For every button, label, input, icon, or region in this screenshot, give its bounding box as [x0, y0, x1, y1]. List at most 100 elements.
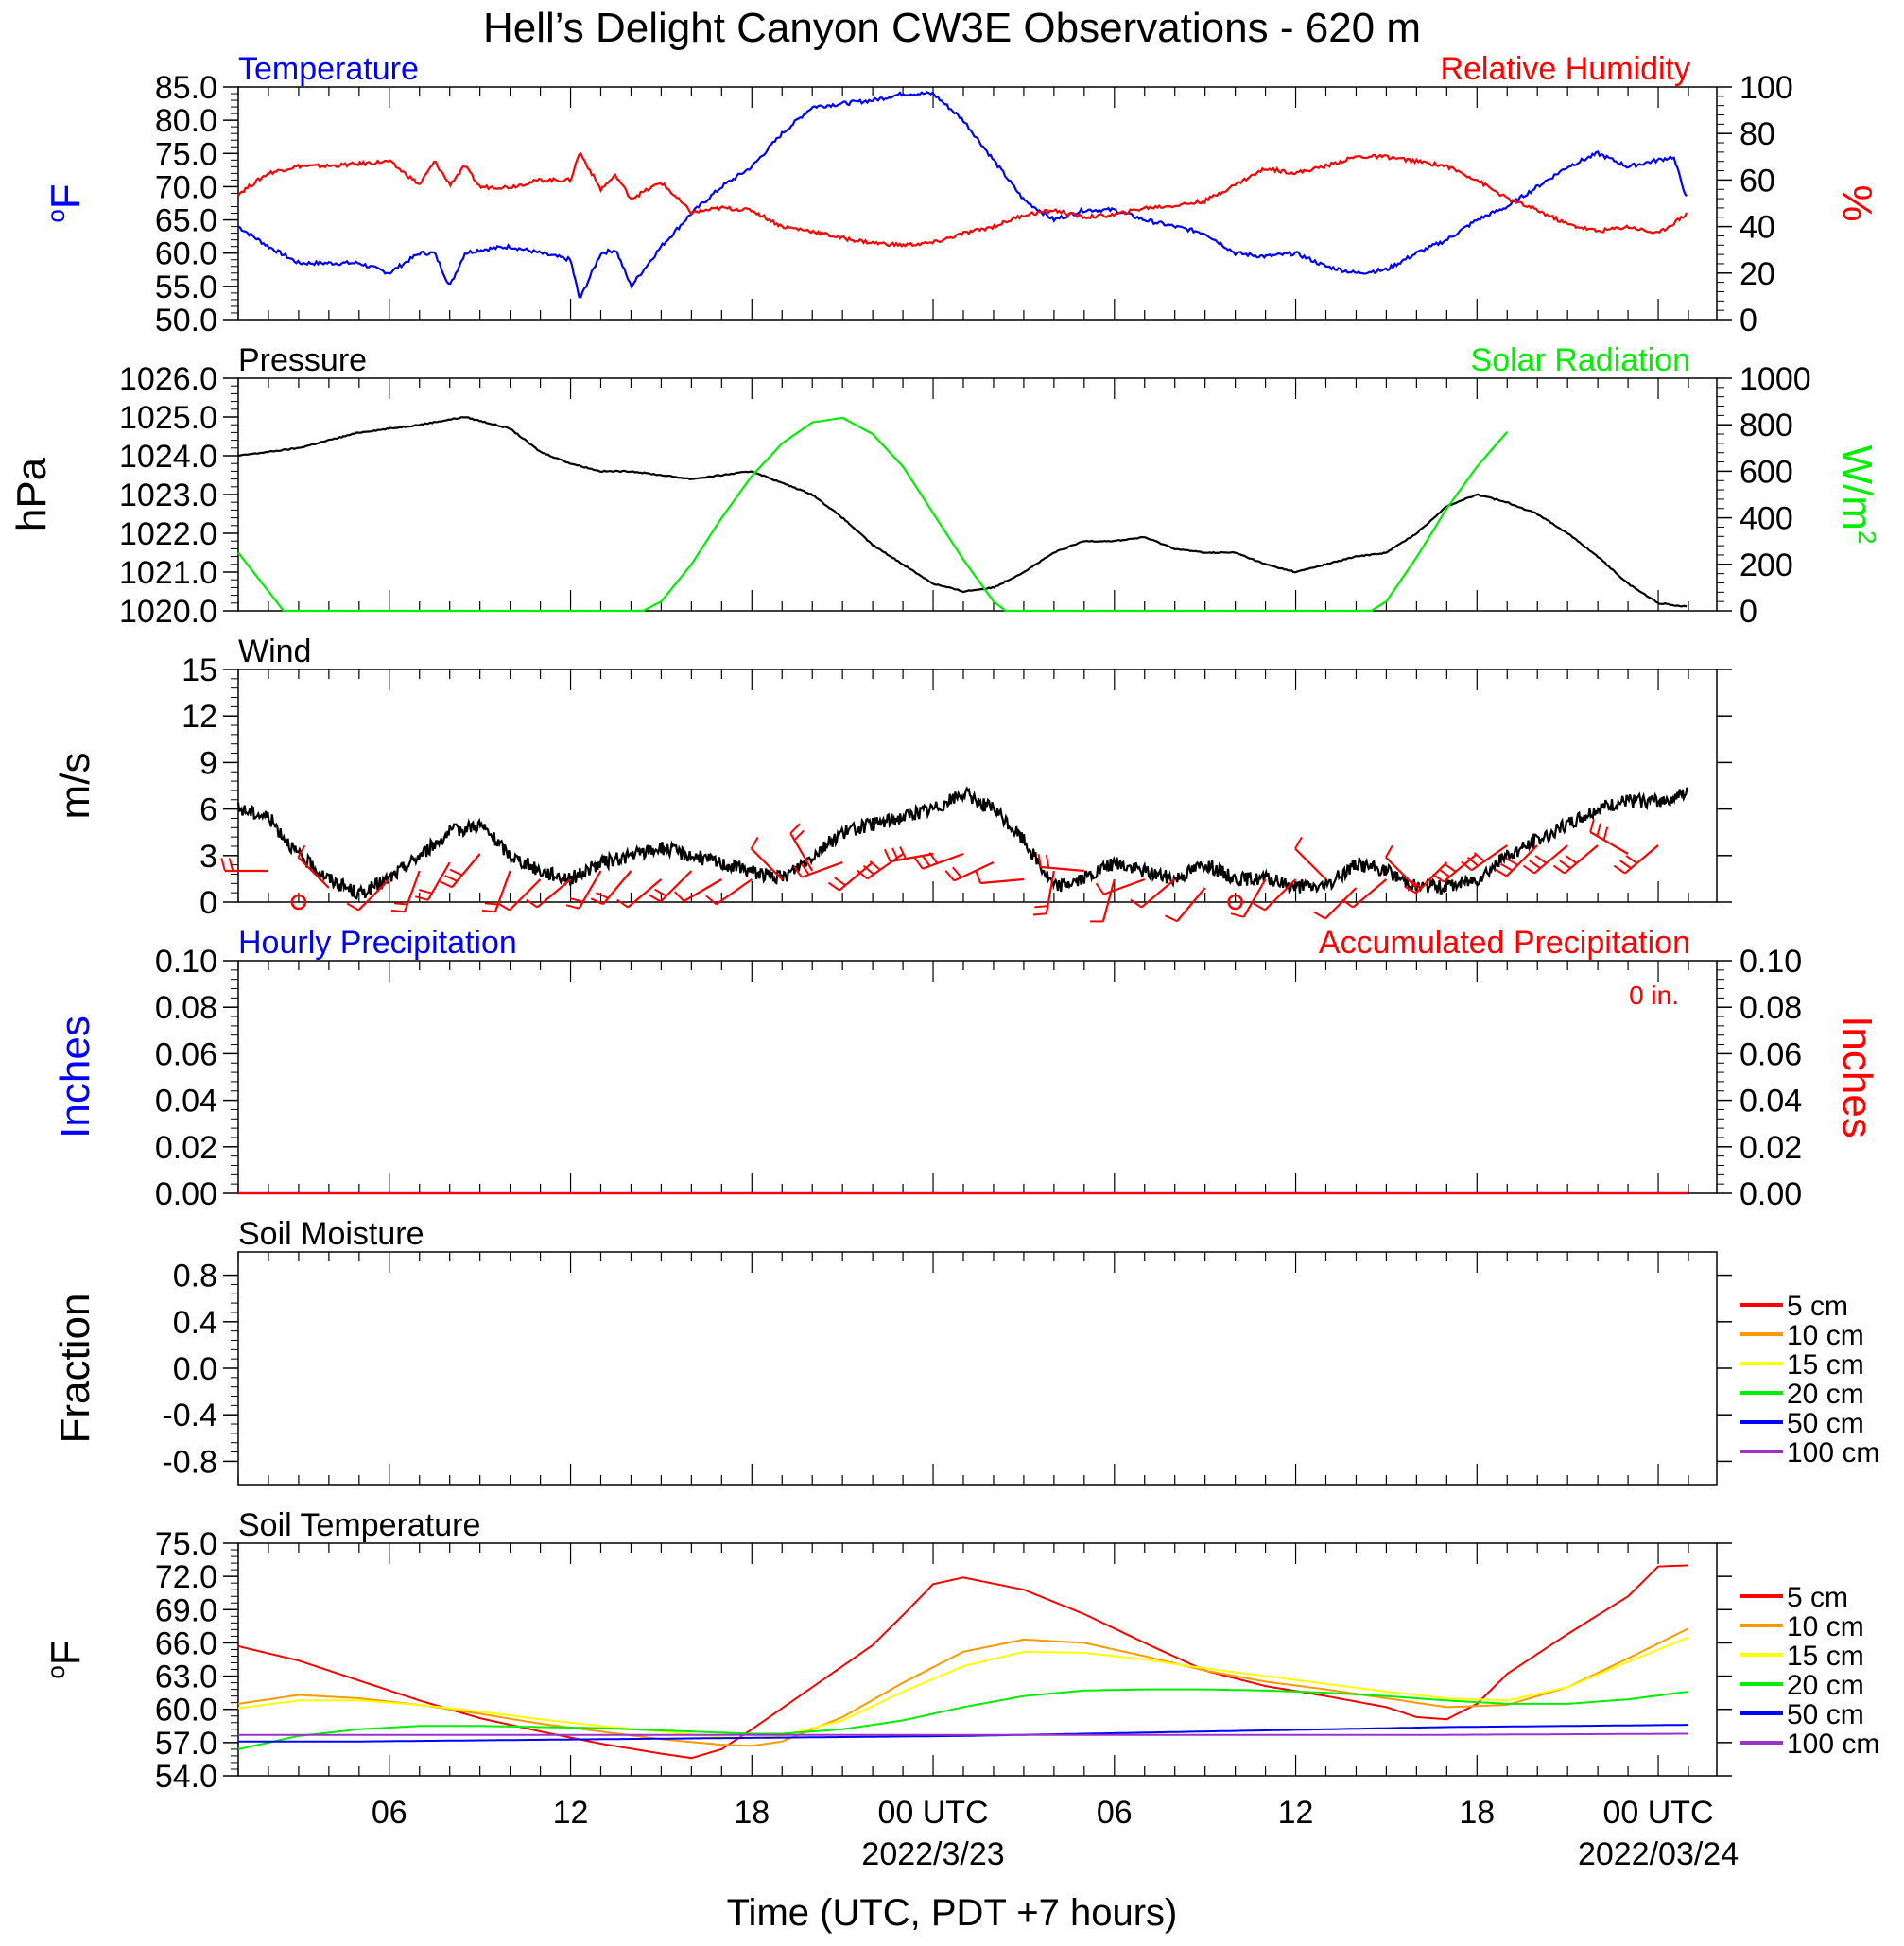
wind-barb-feather [869, 860, 881, 871]
wind-barb-feather [1589, 819, 1595, 833]
panel-title-right: Solar Radiation [1471, 342, 1690, 378]
wind-barb-feather [1529, 860, 1541, 870]
y-axis-label-right: W/m2 [1834, 445, 1881, 545]
wind-barb-feather [439, 880, 453, 889]
wind-barb-feather [220, 858, 226, 872]
wind-barb-feather [1602, 826, 1609, 841]
wind-barb-feather [419, 889, 433, 895]
wind-barb-feather [705, 895, 718, 906]
wind-barb-feather [1565, 855, 1578, 864]
y-tick-label-right: 200 [1740, 547, 1793, 583]
wind-barb-feather [526, 898, 538, 909]
wind-barb-feather [1505, 857, 1518, 866]
wind-barb-feather [944, 870, 956, 882]
wind-barb [451, 853, 481, 888]
wind-barb-feather [497, 902, 511, 912]
y-tick-label: 66.0 [155, 1625, 217, 1661]
wind-barb [1101, 878, 1116, 922]
wind-barb-feather [1461, 860, 1473, 872]
y-tick-label: 69.0 [155, 1592, 217, 1628]
wind-barb-feather [928, 852, 939, 864]
y-tick-label: 50.0 [155, 303, 217, 339]
y-tick-label-right: 0.06 [1740, 1036, 1802, 1072]
wind-barb-feather [1534, 855, 1548, 864]
y-tick-label: 1023.0 [119, 478, 217, 513]
y-tick-label: 1026.0 [119, 361, 217, 397]
legend-label: 50 cm [1787, 1408, 1864, 1439]
y-tick-label: 0.0 [173, 1351, 217, 1387]
y-tick-label-right: 60 [1740, 163, 1775, 199]
y-axis-label-left: oF [42, 183, 89, 222]
wind-barb-feather [1410, 879, 1423, 889]
wind-barb-feather [616, 898, 629, 909]
wind-barb [683, 878, 722, 902]
series-line-10-cm [237, 1627, 1689, 1747]
y-tick-label: 0.04 [155, 1084, 217, 1120]
wind-barb-feather [1619, 860, 1632, 870]
y-tick-label-right: 600 [1740, 454, 1793, 490]
wind-barb-feather [1444, 863, 1457, 873]
y-tick-label-right: 0.02 [1740, 1130, 1802, 1166]
wind-barb [1264, 878, 1297, 912]
y-tick-label: 12 [182, 699, 217, 735]
panel-soil_moisture: -0.8 -0.4 0.0 0.4 0.8 Soil Moisture Fraction 5 … [52, 1216, 1879, 1486]
y-tick-label: 9 [199, 745, 217, 781]
y-tick-label-right: 400 [1740, 501, 1793, 537]
x-tick-label: 00 UTC [1602, 1795, 1713, 1831]
plot-frame [237, 377, 1718, 612]
wind-barb [1589, 831, 1629, 855]
wind-barb-feather [921, 854, 931, 867]
plot-frame [237, 669, 1718, 903]
y-tick-label: 0.00 [155, 1176, 217, 1212]
wind-barb-feather [1045, 854, 1050, 868]
wind-barb-feather [1432, 873, 1445, 883]
wind-barb-feather [444, 875, 458, 882]
wind-barb-feather [484, 902, 498, 906]
wind-barb [1242, 878, 1267, 918]
wind-barb-feather [1559, 860, 1571, 870]
panel-title-left: Wind [238, 634, 311, 669]
wind-barb-feather [1313, 911, 1326, 920]
legend-label: 50 cm [1787, 1699, 1864, 1730]
wind-barb-feather [883, 848, 891, 862]
wind-barb-feather [1625, 855, 1638, 864]
wind-barb [357, 878, 390, 912]
y-tick-label-right: 0 [1740, 594, 1757, 630]
y-tick-label-right: 80 [1740, 116, 1775, 152]
wind-barb-feather [449, 868, 463, 877]
y-tick-label: 1020.0 [119, 594, 217, 630]
x-tick-date-label: 2022/3/23 [861, 1836, 1004, 1872]
y-tick-label: 1022.0 [119, 516, 217, 552]
wind-barb-feather [596, 892, 609, 899]
y-tick-label: -0.8 [162, 1444, 217, 1480]
y-tick-label: 85.0 [155, 70, 217, 106]
panel-title-left: Soil Moisture [238, 1216, 424, 1252]
legend-label: 10 cm [1787, 1611, 1864, 1642]
y-tick-label-right: 0.08 [1740, 990, 1802, 1026]
y-axis-label-right: Inches [1834, 1016, 1880, 1138]
y-tick-label-right: 40 [1740, 210, 1775, 246]
wind-barb-feather [913, 857, 924, 870]
wind-barb-feather [1294, 836, 1303, 849]
panel-title-left: Pressure [238, 342, 367, 378]
wind-barb-feather [1230, 912, 1244, 918]
wind-barb-feather [654, 888, 667, 897]
y-tick-label: 55.0 [155, 269, 217, 305]
calm-wind-circle [1227, 894, 1243, 911]
y-tick-label: 75.0 [155, 1526, 217, 1562]
y-axis-label-left: m/s [52, 753, 98, 820]
x-tick-label: 00 UTC [877, 1795, 988, 1831]
y-axis-label-left: hPa [9, 457, 55, 531]
y-tick-label: 6 [199, 792, 217, 828]
panel-wind: 0 3 6 9 12 15 Wind m/s [52, 634, 1732, 923]
wind-barb-feather [649, 894, 662, 903]
wind-barb-feather [1495, 868, 1508, 877]
y-tick-label: 0.10 [155, 944, 217, 980]
y-tick-label: 1025.0 [119, 400, 217, 436]
series-line-50-cm [238, 1724, 1688, 1743]
wind-barb [426, 861, 451, 901]
wind-barb-feather [793, 865, 803, 878]
wind-barb-feather [1034, 905, 1048, 909]
wind-barb [660, 870, 693, 903]
